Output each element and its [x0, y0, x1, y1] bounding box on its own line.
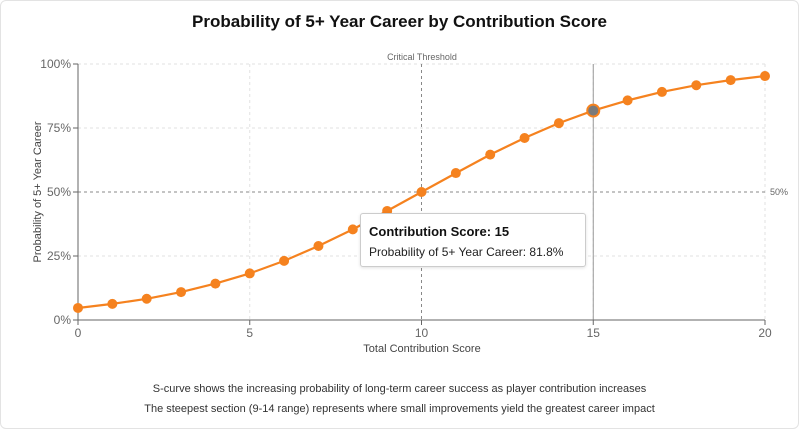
caption-line-2: The steepest section (9-14 range) repres…: [144, 403, 655, 415]
y-tick-label: 50%: [47, 185, 71, 199]
data-point[interactable]: [622, 95, 633, 106]
highlighted-data-point[interactable]: [586, 103, 601, 118]
chart-title: Probability of 5+ Year Career by Contrib…: [192, 12, 607, 31]
data-point[interactable]: [107, 298, 118, 309]
tooltip-title: Contribution Score: 15: [369, 224, 510, 239]
y-tick-label: 100%: [40, 57, 71, 71]
data-tooltip: Contribution Score: 15 Probability of 5+…: [360, 213, 586, 267]
data-point[interactable]: [691, 80, 702, 91]
series-points[interactable]: [73, 71, 770, 313]
y-tick-label: 0%: [54, 313, 72, 327]
data-point[interactable]: [450, 168, 461, 179]
x-tick-label: 15: [587, 326, 601, 340]
data-point[interactable]: [553, 118, 564, 129]
critical-threshold-label: Critical Threshold: [387, 52, 457, 62]
data-point[interactable]: [485, 149, 496, 160]
data-point[interactable]: [416, 187, 427, 197]
axes: 0% 25% 50% 75% 100% 0 5 10 15 20: [40, 57, 772, 340]
x-tick-label: 10: [415, 326, 429, 340]
x-axis-title: Total Contribution Score: [363, 343, 480, 355]
data-point[interactable]: [279, 255, 290, 266]
tooltip-value: Probability of 5+ Year Career: 81.8%: [369, 245, 564, 259]
x-tick-label: 0: [75, 326, 82, 340]
y-tick-label: 25%: [47, 249, 71, 263]
data-point[interactable]: [244, 268, 255, 279]
data-point[interactable]: [73, 302, 83, 313]
data-point[interactable]: [210, 278, 221, 289]
fifty-percent-label: 50%: [770, 187, 788, 197]
data-point[interactable]: [176, 287, 187, 298]
data-point[interactable]: [656, 86, 667, 97]
data-point[interactable]: [347, 224, 358, 235]
y-axis-title: Probability of 5+ Year Career: [32, 121, 44, 262]
data-point[interactable]: [313, 241, 324, 252]
data-point[interactable]: [519, 132, 530, 143]
caption-line-1: S-curve shows the increasing probability…: [152, 383, 647, 395]
y-tick-label: 75%: [47, 121, 71, 135]
data-point[interactable]: [760, 71, 770, 82]
data-point[interactable]: [725, 75, 736, 86]
data-point[interactable]: [141, 293, 152, 304]
x-tick-label: 20: [758, 326, 772, 340]
x-tick-label: 5: [246, 326, 253, 340]
